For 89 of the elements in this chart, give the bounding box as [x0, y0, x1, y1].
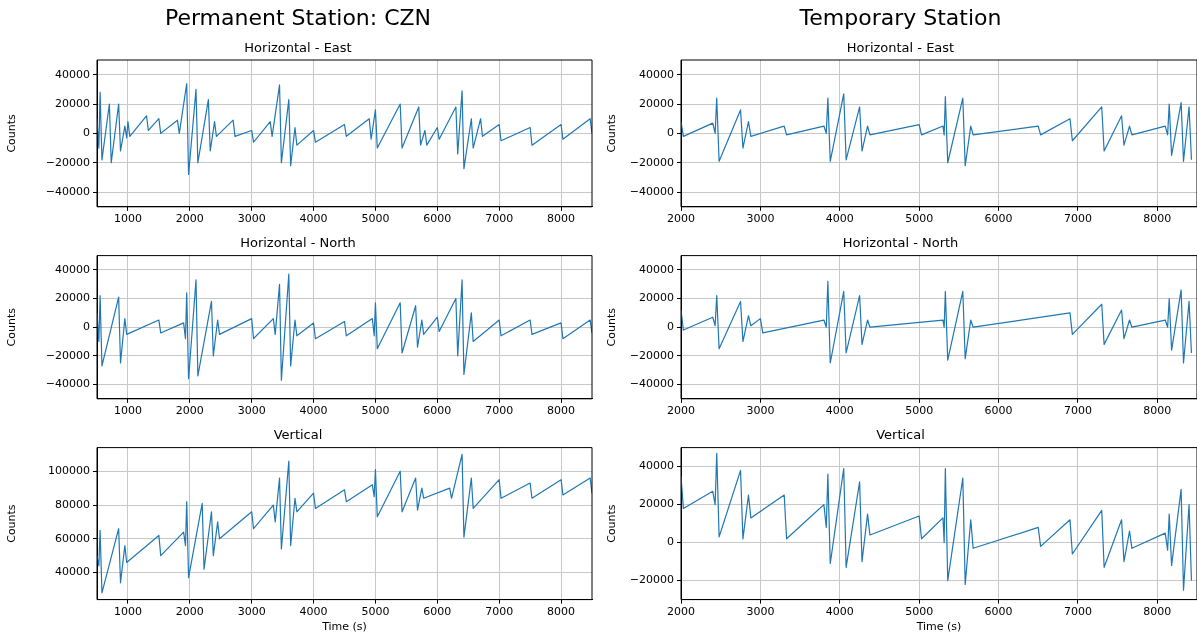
x-tick-label: 6000 [423, 404, 452, 418]
x-tick-label: 4000 [825, 212, 854, 226]
y-tick-label: 0 [667, 126, 674, 140]
x-tick-label: 2000 [667, 212, 695, 226]
x-tick-label: 4000 [825, 605, 854, 619]
y-axis-title: Counts [605, 307, 619, 347]
x-tick-label: 3000 [746, 404, 775, 418]
chart-title: Horizontal - North [240, 235, 356, 251]
x-tick-label: 2000 [667, 605, 695, 619]
x-tick-label: 5000 [905, 605, 934, 619]
y-axis-title: Counts [5, 113, 19, 153]
y-tick-label: 20000 [639, 291, 674, 305]
y-tick-label: 60000 [55, 531, 90, 545]
y-tick-label: 40000 [55, 262, 90, 276]
y-tick-label: 0 [83, 320, 90, 334]
x-tick-label: 6000 [984, 404, 1013, 418]
y-tick-label: −20000 [629, 348, 674, 362]
x-tick-label: 3000 [237, 605, 266, 619]
x-tick-label: 5000 [361, 404, 390, 418]
x-tick-label: 5000 [361, 605, 390, 619]
x-tick-label: 8000 [1143, 404, 1172, 418]
x-tick-label: 3000 [237, 212, 266, 226]
x-tick-label: 7000 [1063, 212, 1092, 226]
x-tick-label: 1000 [113, 605, 142, 619]
y-tick-label: 0 [667, 320, 674, 334]
x-tick-label: 7000 [485, 605, 514, 619]
x-tick-label: 2000 [175, 605, 204, 619]
chart-title: Horizontal - North [842, 235, 959, 251]
y-tick-label: −40000 [45, 377, 90, 391]
x-tick-label: 4000 [825, 404, 854, 418]
y-tick-label: 40000 [55, 67, 90, 81]
y-tick-label: 20000 [55, 291, 90, 305]
x-tick-label: 3000 [746, 605, 775, 619]
x-tick-label: 4000 [299, 212, 328, 226]
x-tick-label: 3000 [237, 404, 266, 418]
y-axis-title: Counts [5, 307, 19, 347]
x-tick-label: 8000 [1143, 212, 1172, 226]
x-tick-label: 3000 [746, 212, 775, 226]
y-tick-label: 100000 [48, 464, 90, 478]
chart-subtitle: Horizontal - East [244, 39, 352, 55]
x-tick-label: 7000 [485, 212, 514, 226]
x-tick-label: 2000 [667, 404, 695, 418]
x-tick-label: 6000 [984, 605, 1013, 619]
y-tick-label: −20000 [45, 155, 90, 169]
x-tick-label: 6000 [984, 212, 1013, 226]
y-tick-label: −20000 [629, 155, 674, 169]
x-tick-label: 4000 [299, 605, 328, 619]
y-tick-label: −20000 [629, 573, 674, 587]
x-tick-label: 2000 [175, 404, 204, 418]
x-tick-label: 7000 [485, 404, 514, 418]
x-tick-label: 4000 [299, 404, 328, 418]
x-tick-label: 8000 [547, 605, 576, 619]
y-tick-label: 20000 [639, 497, 674, 511]
chart-subtitle: Horizontal - East [846, 39, 955, 55]
x-tick-label: 8000 [547, 404, 576, 418]
x-tick-label: 1000 [113, 404, 142, 418]
x-tick-label: 7000 [1063, 404, 1092, 418]
y-tick-label: 0 [667, 535, 674, 549]
x-tick-label: 2000 [175, 212, 204, 226]
x-tick-label: 8000 [547, 212, 576, 226]
y-tick-label: 20000 [639, 96, 674, 110]
y-tick-label: 80000 [55, 497, 90, 511]
y-tick-label: 40000 [639, 262, 674, 276]
y-tick-label: 0 [83, 126, 90, 140]
x-tick-label: 8000 [1143, 605, 1172, 619]
y-tick-label: −40000 [45, 184, 90, 198]
x-tick-label: 6000 [423, 212, 452, 226]
chart-title: Vertical [876, 427, 925, 443]
chart-title: Vertical [273, 427, 323, 443]
y-axis-title: Counts [605, 504, 619, 543]
y-tick-label: −20000 [45, 348, 90, 362]
x-tick-label: 7000 [1063, 605, 1092, 619]
y-tick-label: 40000 [55, 565, 90, 579]
x-axis-title: Time (s) [321, 620, 367, 634]
y-tick-label: 20000 [55, 96, 90, 110]
chart-title: Temporary Station [798, 4, 1002, 30]
y-axis-title: Counts [605, 113, 619, 153]
x-axis-title: Time (s) [915, 620, 962, 634]
chart-title: Permanent Station: CZN [164, 4, 432, 30]
y-tick-label: −40000 [629, 377, 674, 391]
y-axis-title: Counts [5, 504, 19, 543]
x-tick-label: 5000 [905, 404, 934, 418]
x-tick-label: 1000 [113, 212, 142, 226]
x-tick-label: 6000 [423, 605, 452, 619]
x-tick-label: 5000 [361, 212, 390, 226]
y-tick-label: 40000 [639, 67, 674, 81]
y-tick-label: −40000 [629, 184, 674, 198]
y-tick-label: 40000 [639, 459, 674, 473]
x-tick-label: 5000 [905, 212, 934, 226]
